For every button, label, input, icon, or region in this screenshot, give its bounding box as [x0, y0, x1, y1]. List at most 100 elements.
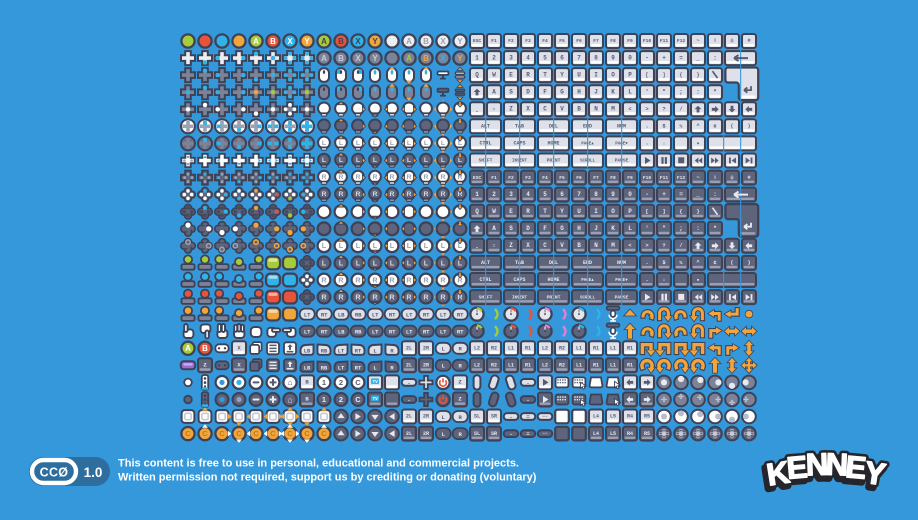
svg-text:R: R: [321, 293, 327, 302]
svg-text:F2: F2: [508, 38, 514, 44]
svg-text:L: L: [373, 241, 378, 250]
svg-text:LT: LT: [304, 311, 311, 318]
svg-text:R: R: [423, 275, 429, 284]
svg-text:_: _: [695, 191, 700, 198]
svg-text:F4: F4: [542, 175, 548, 181]
svg-text:A: A: [185, 344, 191, 353]
svg-text:-: -: [407, 398, 410, 404]
svg-text:4: 4: [526, 54, 530, 61]
svg-text:L: L: [442, 414, 446, 421]
svg-text:R: R: [338, 275, 344, 284]
svg-text:@: @: [731, 38, 734, 44]
svg-text:R: R: [458, 174, 463, 181]
svg-text:R: R: [459, 414, 463, 421]
svg-text:L: L: [458, 157, 462, 164]
svg-text:F11: F11: [660, 38, 669, 44]
svg-text:W: W: [492, 208, 496, 215]
svg-text:F3: F3: [525, 175, 531, 181]
svg-text:⋯: ⋯: [542, 432, 547, 438]
svg-text:5: 5: [543, 54, 547, 61]
svg-text:⌂: ⌂: [663, 142, 666, 147]
svg-text:Written permission not require: Written permission not required, support…: [118, 472, 537, 484]
svg-text:5: 5: [543, 191, 547, 198]
svg-text:/: /: [679, 243, 682, 249]
svg-text:C: C: [236, 429, 242, 438]
svg-text:): ): [747, 124, 750, 130]
svg-text:RT: RT: [423, 311, 430, 318]
svg-text:R: R: [457, 293, 463, 302]
svg-text:C: C: [543, 106, 547, 113]
svg-text:L: L: [373, 140, 377, 147]
svg-text:B: B: [577, 242, 581, 249]
svg-text:Q: Q: [475, 71, 479, 78]
svg-text:R2: R2: [559, 346, 565, 352]
svg-text:2R: 2R: [423, 363, 429, 369]
svg-text:N: N: [594, 106, 598, 113]
svg-text:F10: F10: [643, 175, 652, 181]
svg-text:C: C: [219, 429, 225, 438]
svg-text:R: R: [526, 71, 530, 78]
svg-text:E: E: [509, 208, 513, 215]
svg-text:N: N: [823, 450, 847, 486]
svg-text:R: R: [424, 191, 429, 198]
svg-text:L4: L4: [593, 414, 599, 420]
svg-text:F3: F3: [525, 38, 531, 44]
svg-text:L: L: [390, 140, 394, 147]
svg-text:J: J: [594, 225, 598, 232]
svg-text:>: >: [645, 107, 648, 113]
svg-text:L: L: [458, 258, 463, 267]
svg-text:K: K: [611, 88, 615, 95]
svg-text:R: R: [373, 174, 378, 181]
svg-text:.: .: [645, 276, 649, 283]
svg-text:{: {: [679, 72, 682, 78]
svg-text:L: L: [407, 241, 412, 250]
svg-text:R: R: [457, 275, 463, 284]
svg-text:I: I: [594, 71, 598, 78]
svg-text:?: ?: [662, 243, 665, 249]
svg-text:R1: R1: [525, 346, 531, 352]
svg-text:L: L: [424, 140, 428, 147]
svg-text:-: -: [526, 380, 529, 386]
svg-text:X: X: [287, 37, 293, 46]
svg-text:RT: RT: [355, 349, 362, 355]
svg-text:L: L: [441, 241, 446, 250]
svg-text:U: U: [577, 71, 581, 78]
svg-text:8: 8: [594, 191, 598, 198]
svg-text:L: L: [390, 241, 395, 250]
svg-text:Z: Z: [458, 396, 462, 403]
svg-text:L2: L2: [474, 363, 480, 369]
svg-text:R: R: [440, 293, 446, 302]
svg-text:T: T: [543, 71, 547, 78]
svg-text:;: ;: [679, 88, 683, 95]
svg-text:X: X: [440, 37, 446, 46]
svg-text:/: /: [679, 107, 682, 113]
svg-text:Y: Y: [560, 71, 564, 78]
svg-text:=: =: [526, 415, 529, 421]
svg-text:L1: L1: [508, 363, 514, 369]
svg-text:>: >: [645, 243, 648, 249]
svg-text:2R: 2R: [423, 414, 429, 420]
svg-text:Y: Y: [304, 37, 310, 46]
svg-text:LT: LT: [338, 349, 345, 355]
svg-text:R: R: [338, 293, 344, 302]
svg-text:R: R: [407, 174, 412, 181]
svg-text:L1: L1: [610, 346, 616, 352]
svg-text:9: 9: [611, 54, 615, 61]
svg-text:6: 6: [560, 54, 564, 61]
svg-text:ESC: ESC: [473, 38, 482, 44]
svg-text:-: -: [509, 432, 512, 438]
svg-text:B: B: [423, 54, 429, 63]
svg-text:L1: L1: [576, 346, 582, 352]
svg-text:): ): [747, 260, 750, 266]
svg-text:L: L: [442, 346, 446, 353]
svg-text:⌂: ⌂: [288, 378, 293, 387]
svg-text:R: R: [390, 349, 394, 355]
svg-text:B: B: [305, 379, 309, 386]
svg-text:[: [: [645, 72, 648, 78]
svg-text:S: S: [509, 225, 513, 232]
svg-text:R: R: [441, 174, 446, 181]
svg-text:R5: R5: [644, 414, 650, 420]
svg-text:L5: L5: [610, 414, 616, 420]
svg-text:RT: RT: [321, 311, 328, 318]
svg-text:⌂: ⌂: [288, 395, 293, 404]
